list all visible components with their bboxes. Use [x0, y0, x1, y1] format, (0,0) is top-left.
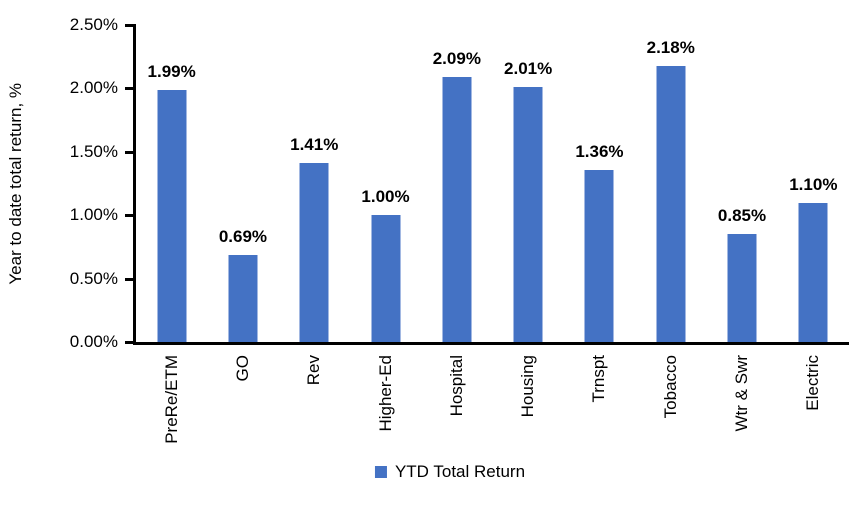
- bar-value-label: 2.18%: [646, 37, 695, 57]
- bar: [228, 254, 258, 342]
- y-axis-tick-mark: [125, 277, 136, 281]
- y-axis-title: Year to date total return, %: [2, 25, 30, 342]
- y-axis-tick-label: 1.00%: [69, 205, 118, 225]
- bar-value-label: 1.00%: [361, 187, 410, 207]
- y-axis-tick-mark: [125, 87, 136, 91]
- x-axis-label-cell: Rev: [279, 355, 350, 463]
- x-axis-category-label: Rev: [304, 355, 324, 386]
- bar-column: 1.99%: [136, 25, 207, 342]
- legend: YTD Total Return: [374, 462, 526, 482]
- x-axis-label-cell: Higher-Ed: [350, 355, 421, 463]
- bar-column: 0.69%: [207, 25, 278, 342]
- x-axis-category-label: Wtr & Swr: [732, 355, 752, 432]
- x-axis-label-cell: Trnspt: [564, 355, 635, 463]
- x-axis-label-cell: GO: [207, 355, 278, 463]
- bar-column: 0.85%: [706, 25, 777, 342]
- legend-label: YTD Total Return: [394, 462, 526, 481]
- bar-value-label: 1.99%: [147, 61, 196, 81]
- y-axis-tick-label: 0.00%: [69, 332, 118, 351]
- bar: [442, 77, 472, 342]
- y-axis-title-text: Year to date total return, %: [6, 82, 25, 285]
- y-axis-tick-label: 2.50%: [69, 15, 118, 34]
- bar-value-label: 1.41%: [290, 135, 339, 155]
- bar: [513, 87, 543, 342]
- x-axis-category-label: Higher-Ed: [375, 355, 395, 432]
- plot-area: 1.99% 0.69% 1.41% 1.00% 2.09% 2.01% 1.36% 2.18%…: [125, 24, 849, 345]
- y-axis-tick-label: 2.00%: [69, 78, 118, 98]
- bar: [371, 215, 401, 342]
- y-axis-tick-label: 0.50%: [69, 268, 118, 288]
- x-axis-category-label: Electric: [803, 355, 823, 411]
- y-axis-tick-mark: [125, 341, 136, 344]
- bar-column: 1.00%: [350, 25, 421, 342]
- bar: [157, 89, 187, 342]
- y-axis-tick-label: 1.50%: [69, 141, 118, 161]
- x-axis-label-cell: Tobacco: [635, 355, 706, 463]
- x-axis-category-label: Tobacco: [660, 355, 680, 419]
- bar-value-label: 0.85%: [717, 206, 767, 226]
- bar-column: 2.01%: [493, 25, 564, 342]
- x-axis-category-label: PreRe/ETM: [161, 355, 181, 444]
- y-axis-tick-mark: [125, 150, 136, 154]
- bar: [299, 163, 329, 342]
- bar: [798, 202, 828, 342]
- bar-value-label: 0.69%: [218, 226, 268, 246]
- bar-value-label: 1.36%: [575, 141, 624, 161]
- bar-column: 2.18%: [635, 25, 706, 342]
- bar-column: 1.41%: [279, 25, 350, 342]
- bar-column: 1.36%: [564, 25, 635, 342]
- x-axis-label-cell: Hospital: [421, 355, 492, 463]
- x-axis-category-label: Trnspt: [589, 355, 609, 403]
- x-axis-category-label: Housing: [518, 355, 538, 418]
- x-axis-label-cell: PreRe/ETM: [136, 355, 207, 463]
- legend-swatch-icon: [374, 466, 387, 478]
- bar-value-label: 2.01%: [504, 59, 553, 79]
- x-axis-category-label: Hospital: [446, 355, 466, 417]
- bar-value-label: 2.09%: [432, 49, 481, 68]
- x-axis-category-label: GO: [232, 355, 252, 382]
- bar-column: 2.09%: [421, 25, 492, 342]
- x-axis-label-cell: Housing: [492, 355, 563, 463]
- bar: [727, 234, 757, 342]
- bar: [656, 65, 686, 342]
- x-axis-category-labels: PreRe/ETM GO Rev Higher-Ed Hospital Housing Tr…: [136, 355, 849, 463]
- y-axis-tick-mark: [125, 214, 136, 218]
- bar-column: 1.10%: [778, 25, 849, 342]
- x-axis-label-cell: Electric: [778, 355, 849, 463]
- x-axis-label-cell: Wtr & Swr: [706, 355, 777, 463]
- bar: [584, 169, 614, 342]
- y-axis-tick-mark: [125, 24, 136, 27]
- bar-value-label: 1.10%: [789, 174, 838, 194]
